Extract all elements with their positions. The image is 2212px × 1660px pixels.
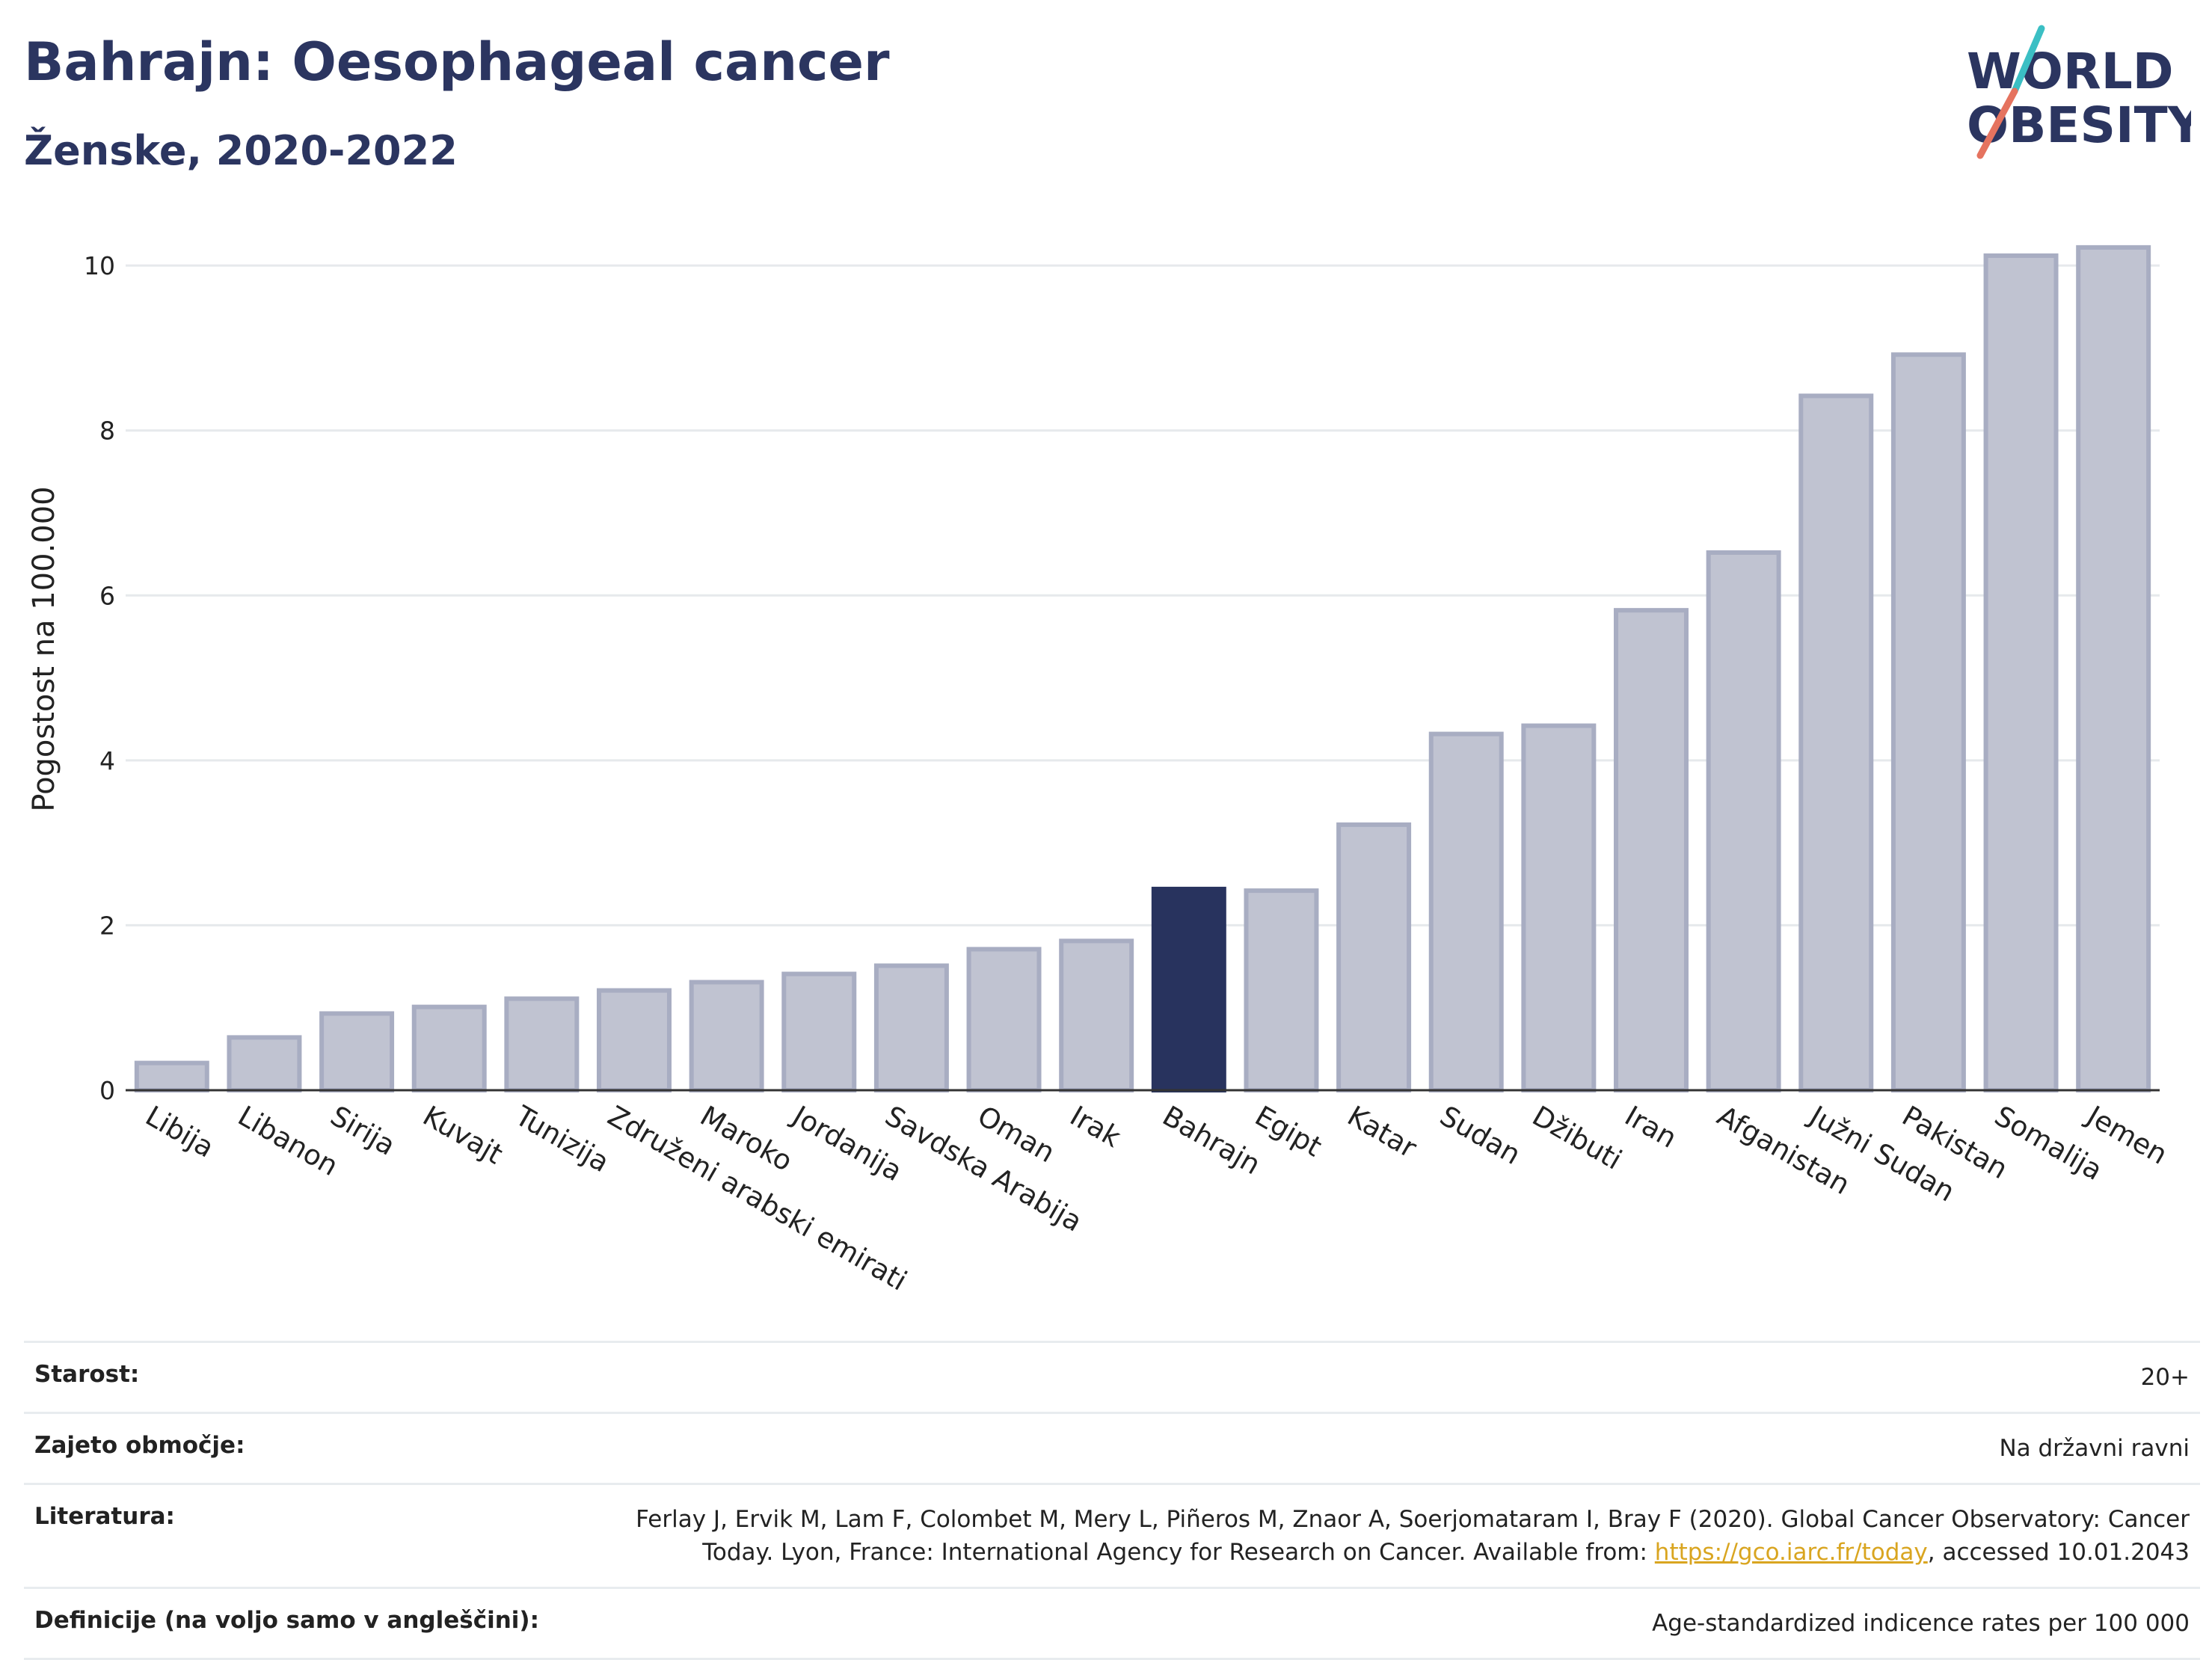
x-tick-label: Libija [140, 1100, 219, 1164]
world-obesity-logo: WORLD OBESITY [1967, 25, 2191, 159]
bar [1336, 822, 1412, 1092]
info-value: Age-standardized indicence rates per 100… [1652, 1610, 2190, 1637]
x-tick-label: Irak [1065, 1100, 1127, 1155]
bar [966, 947, 1042, 1092]
info-row-age: Starost: 20+ [24, 1341, 2200, 1413]
info-value: Na državni ravni [1999, 1435, 2190, 1462]
bar-highlighted [1151, 886, 1226, 1092]
bar [1614, 608, 1689, 1092]
reference-line1: Ferlay J, Ervik M, Lam F, Colombet M, Me… [636, 1506, 2190, 1533]
y-tick-label: 10 [84, 251, 115, 280]
bar [227, 1035, 302, 1092]
y-tick-label: 2 [99, 911, 115, 940]
bar [2076, 245, 2151, 1092]
bar [504, 996, 580, 1093]
logo-slash-bottom [1976, 87, 2018, 159]
info-key: Definicije (na voljo samo v angleščini): [34, 1607, 539, 1634]
bar [1798, 393, 1874, 1092]
y-tick-label: 6 [99, 581, 115, 610]
bar [873, 963, 949, 1093]
info-row-literature: Literatura: Ferlay J, Ervik M, Lam F, Co… [24, 1484, 2200, 1588]
y-tick-label: 4 [99, 746, 115, 775]
info-row-coverage: Zajeto območje: Na državni ravni [24, 1412, 2200, 1484]
x-tick-label: Libanon [233, 1100, 343, 1183]
x-tick-label: Katar [1342, 1100, 1423, 1165]
info-key: Starost: [34, 1361, 140, 1388]
x-tick-label: Kuvajt [417, 1100, 508, 1171]
bar [597, 988, 672, 1093]
bar [781, 971, 857, 1093]
reference-link[interactable]: https://gco.iarc.fr/today [1654, 1539, 1928, 1566]
bar [319, 1011, 395, 1093]
y-tick-label: 8 [99, 416, 115, 446]
bar [1244, 888, 1319, 1092]
x-tick-label: Bahrajn [1157, 1100, 1265, 1181]
y-tick-label: 0 [99, 1076, 115, 1105]
bars [134, 245, 2151, 1093]
bar [134, 1060, 209, 1092]
info-value: Ferlay J, Ervik M, Lam F, Colombet M, Me… [568, 1484, 2200, 1588]
bar [689, 980, 764, 1093]
info-key: Literatura: [34, 1503, 175, 1530]
bar [1521, 723, 1597, 1093]
x-tick-label: Tunizija [509, 1099, 615, 1178]
info-value: 20+ [2140, 1364, 2190, 1391]
info-key: Zajeto območje: [34, 1432, 245, 1459]
x-tick-label: Džibuti [1527, 1100, 1627, 1176]
logo-line1: WORLD [1967, 43, 2174, 100]
reference-accessed: , accessed 10.01.2043 [1927, 1539, 2190, 1566]
x-tick-label: Sudan [1434, 1100, 1526, 1172]
chart-subtitle: Ženske, 2020-2022 [24, 127, 458, 174]
bar [1890, 352, 1966, 1093]
bar [411, 1004, 487, 1093]
bar [1983, 253, 2059, 1092]
x-tick-label: Iran [1620, 1100, 1683, 1155]
reference-line2: Today. Lyon, France: International Agenc… [702, 1539, 1655, 1566]
info-row-definitions: Definicije (na voljo samo v angleščini):… [24, 1587, 2200, 1659]
info-table: Starost: 20+ Zajeto območje: Na državni … [24, 1341, 2200, 1660]
chart-title: Bahrajn: Oesophageal cancer [24, 31, 890, 93]
bar [1706, 550, 1781, 1092]
logo-slash-top [2011, 25, 2045, 95]
bar [1059, 938, 1134, 1092]
y-axis-label: Pogostost na 100.000 [27, 486, 61, 811]
bar [1428, 731, 1504, 1093]
